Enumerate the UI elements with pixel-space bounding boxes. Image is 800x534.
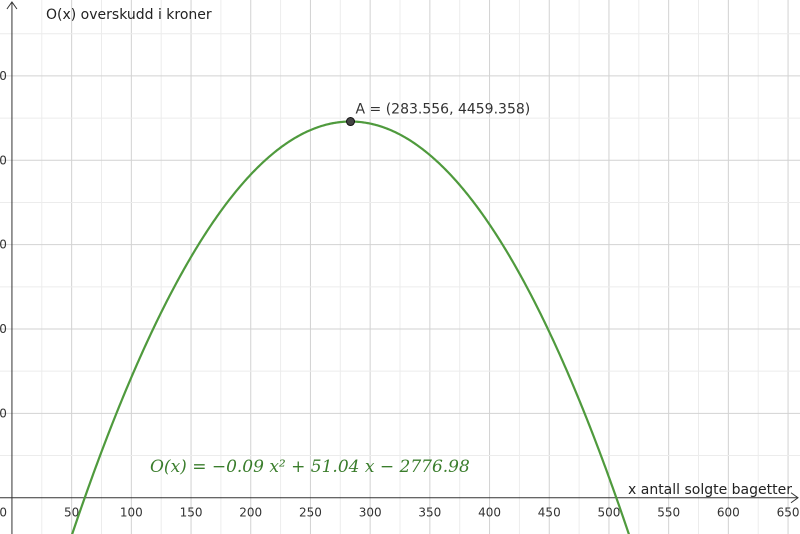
x-tick-label: 50 — [64, 506, 79, 520]
points: A = (283.556, 4459.358) — [346, 102, 531, 127]
x-tick-label: 550 — [657, 506, 680, 520]
x-tick-label: 600 — [717, 506, 740, 520]
point-a[interactable] — [346, 117, 356, 127]
x-axis-label: x antall solgte bagetter — [628, 482, 792, 498]
x-tick-label: 650 — [777, 506, 800, 520]
x-axis-arrow — [790, 492, 799, 504]
y-tick-label: 1000 — [0, 406, 7, 420]
x-tick-label: 350 — [418, 506, 441, 520]
y-tick-label: 4000 — [0, 153, 7, 167]
formula-label: O(x) = −0.09 x² + 51.04 x − 2776.98 — [150, 457, 470, 477]
y-axis-label: O(x) overskudd i kroner — [46, 7, 212, 23]
x-tick-label: 400 — [478, 506, 501, 520]
y-axis-arrow — [6, 1, 18, 10]
x-tick-label: 250 — [299, 506, 322, 520]
y-tick-label: 2000 — [0, 322, 7, 336]
x-tick-label: 300 — [359, 506, 382, 520]
x-tick-label: 150 — [180, 506, 203, 520]
x-tick-label: 200 — [239, 506, 262, 520]
x-tick-label: 450 — [538, 506, 561, 520]
origin-label: 0 — [0, 506, 7, 520]
tick-labels: 50 100 150 200 250 300 350 400 450 500 550 600 650 10… — [0, 69, 800, 520]
x-tick-label: 500 — [598, 506, 621, 520]
x-tick-label: 100 — [120, 506, 143, 520]
point-a-label: A = (283.556, 4459.358) — [356, 102, 531, 118]
y-tick-label: 3000 — [0, 238, 7, 252]
